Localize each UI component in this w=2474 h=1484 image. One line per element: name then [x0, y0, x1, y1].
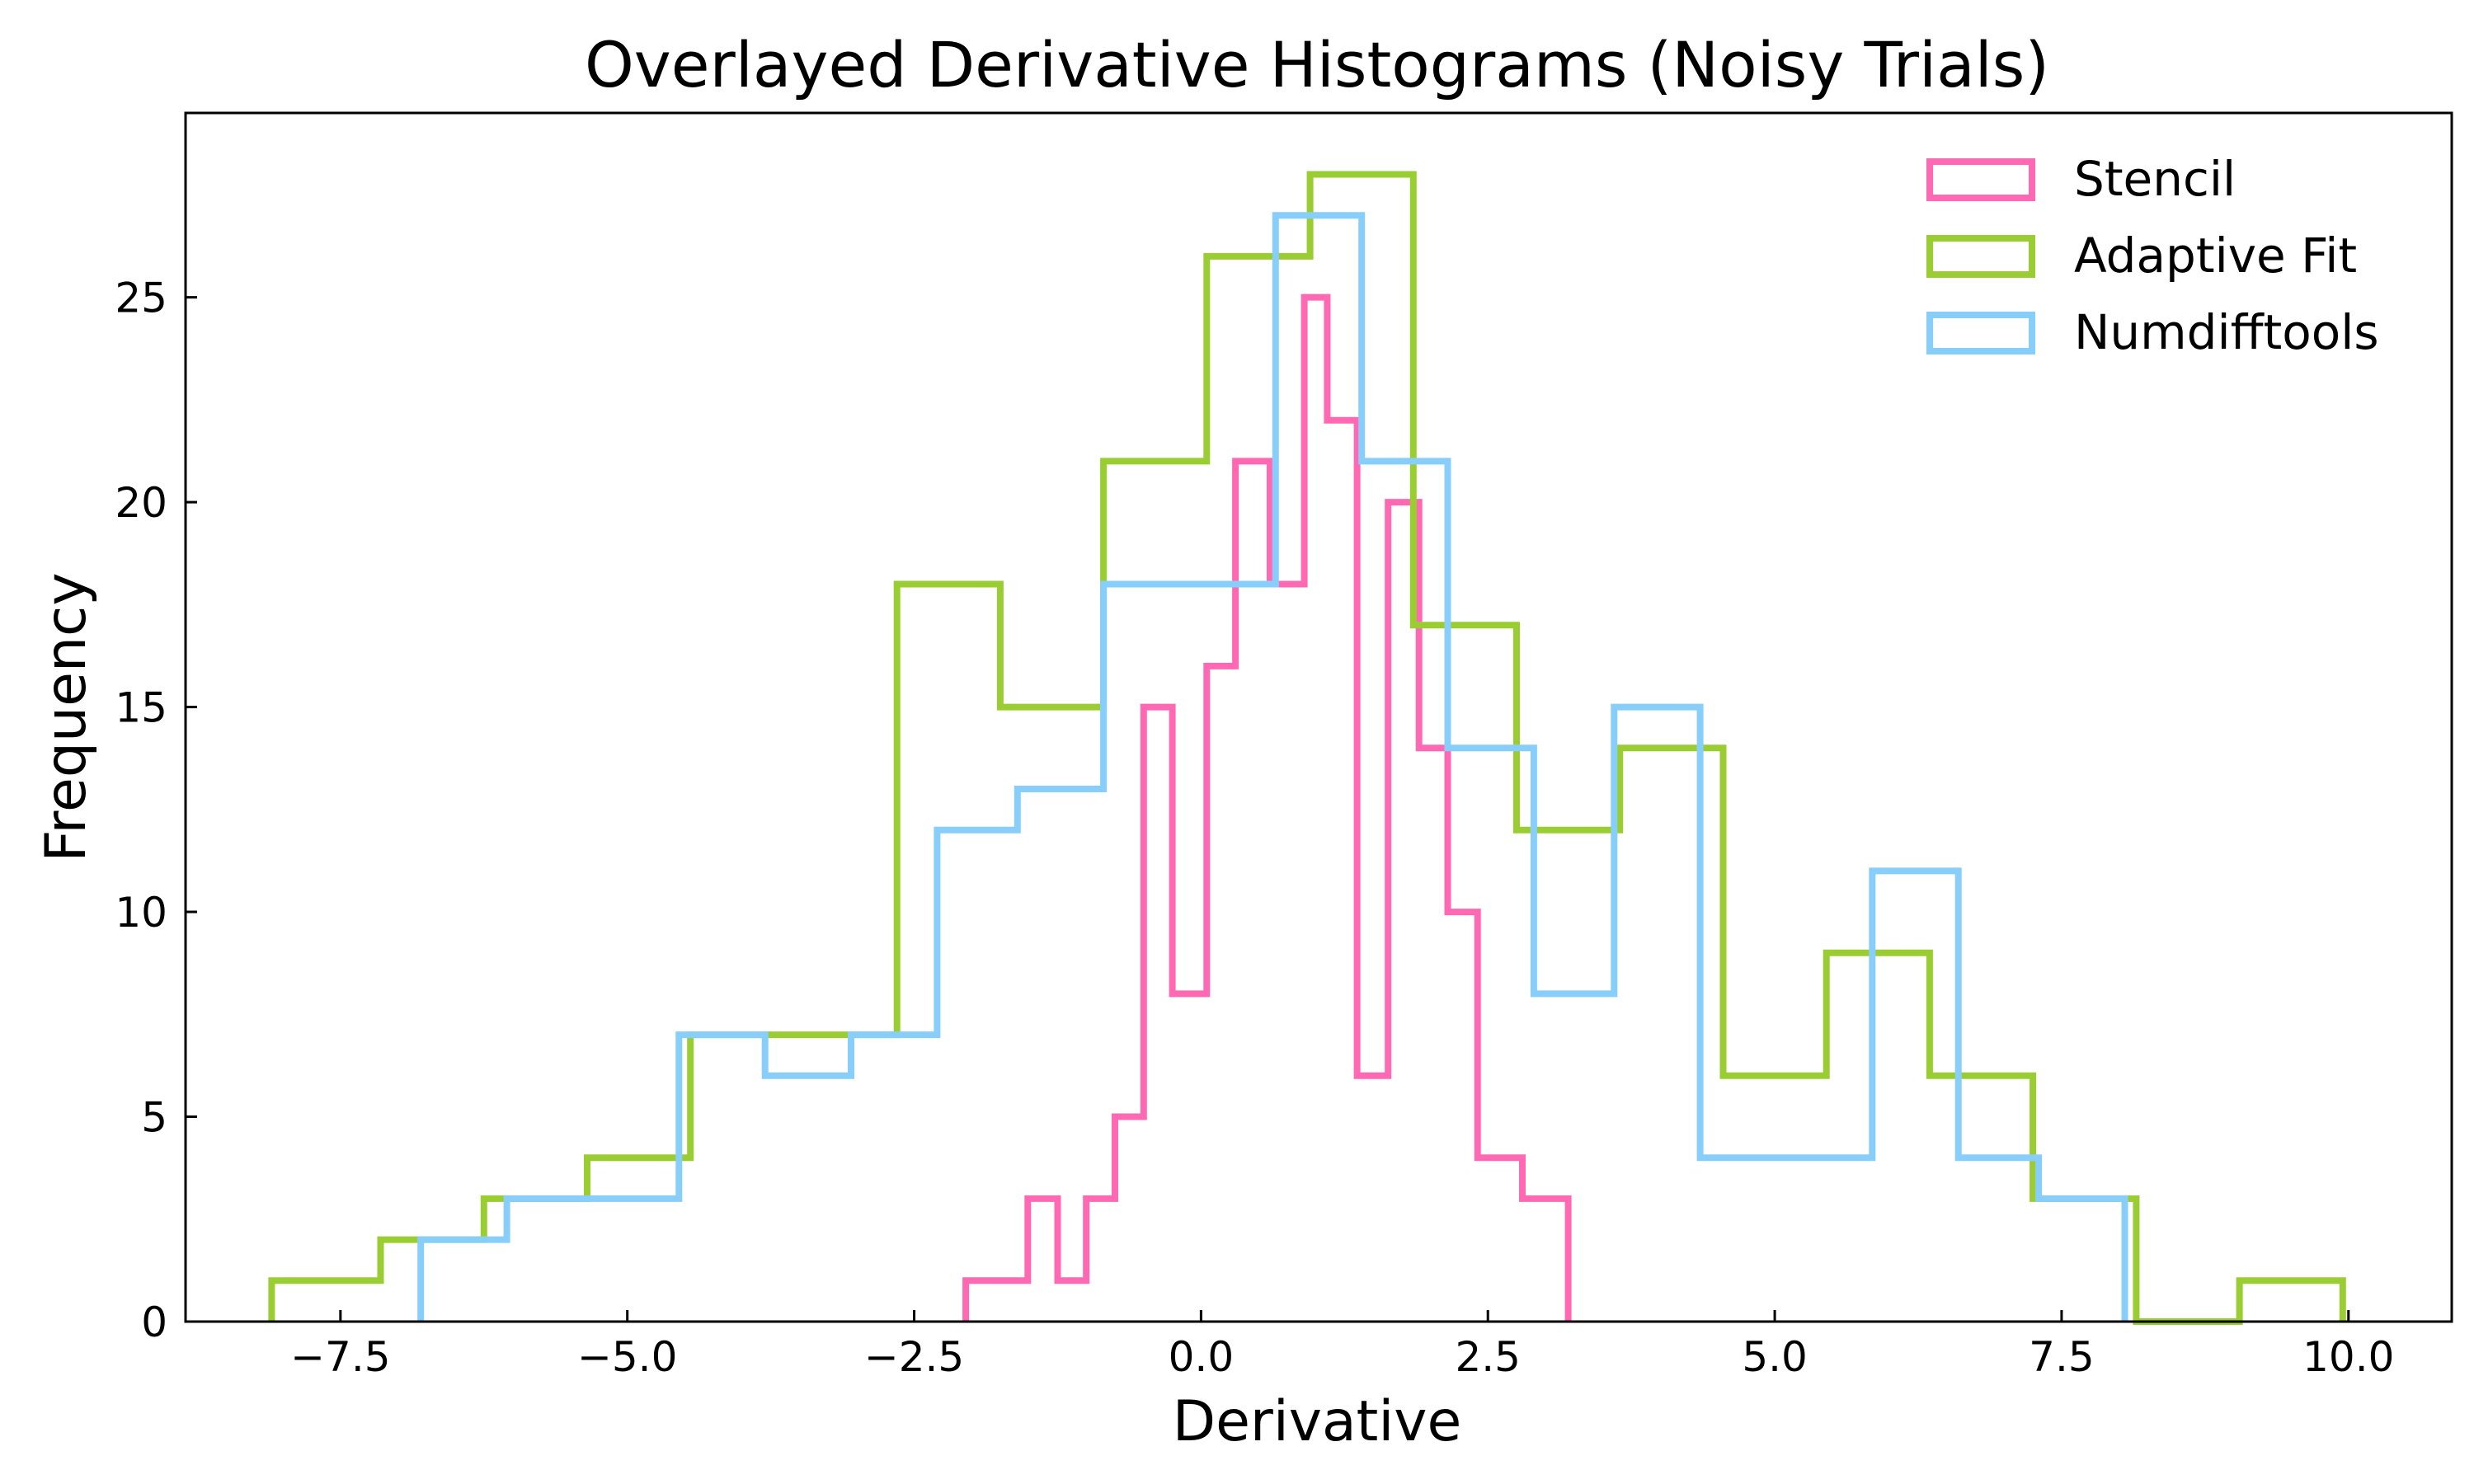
legend-label-numdifftools: Numdifftools	[2074, 304, 2379, 360]
series-layer	[268, 171, 2346, 1325]
y-axis-label: Frequency	[34, 572, 99, 862]
x-tick-label: 2.5	[1455, 1333, 1521, 1381]
legend-label-adaptive-fit: Adaptive Fit	[2074, 228, 2357, 284]
y-tick-label: 15	[115, 684, 167, 732]
x-axis-ticks: −7.5 −5.0 −2.5 0.0 2.5 5.0 7.5 10.0	[290, 1310, 2394, 1381]
series-numdifftools-step	[417, 212, 2128, 1322]
x-axis-label: Derivative	[1173, 1389, 1462, 1454]
x-tick-label: 5.0	[1742, 1333, 1808, 1381]
y-axis-ticks: 0 5 10 15 20 25	[115, 275, 197, 1346]
legend-label-stencil: Stencil	[2074, 151, 2236, 207]
x-tick-label: 0.0	[1169, 1333, 1235, 1381]
series-stencil-step	[962, 294, 1572, 1322]
legend-swatch-stencil	[1926, 158, 2035, 201]
x-tick-label: 10.0	[2302, 1333, 2394, 1381]
x-tick-label: −7.5	[290, 1333, 390, 1381]
legend: Stencil Adaptive Fit Numdifftools	[1926, 151, 2379, 360]
x-tick-label: −5.0	[577, 1333, 677, 1381]
y-tick-label: 25	[115, 275, 167, 322]
y-tick-label: 20	[115, 479, 167, 527]
y-tick-label: 0	[141, 1298, 167, 1346]
legend-swatch-adaptive-fit	[1926, 235, 2035, 278]
legend-swatch-numdifftools	[1926, 312, 2035, 355]
x-tick-label: −2.5	[864, 1333, 964, 1381]
y-tick-label: 5	[141, 1094, 167, 1142]
x-tick-label: 7.5	[2029, 1333, 2095, 1381]
series-adaptive-fit-step	[268, 171, 2346, 1325]
y-tick-label: 10	[115, 889, 167, 937]
plot-frame	[184, 111, 2453, 1323]
chart-title: Overlayed Derivative Histograms (Noisy T…	[585, 28, 2049, 101]
